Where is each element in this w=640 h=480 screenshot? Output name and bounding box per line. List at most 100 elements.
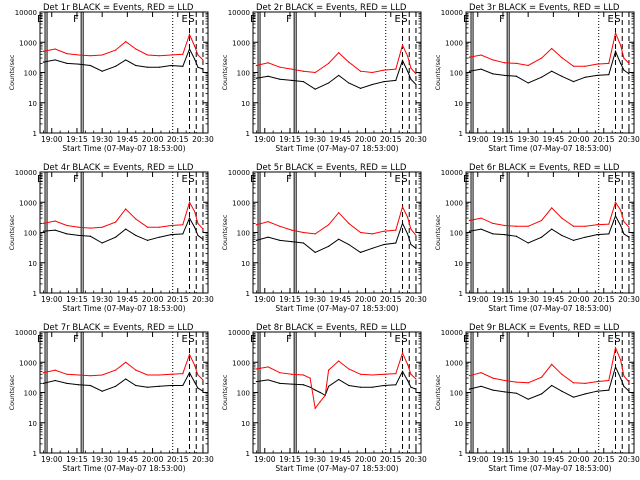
panel-det-7r: Det 7r BLACK = Events, RED = LLD 1 10 100 10…: [8, 323, 214, 473]
x-tick-label: 20:15: [380, 295, 402, 304]
data-point-lld: [255, 64, 257, 67]
data-point-events: [395, 242, 397, 244]
data-point-events: [504, 74, 506, 77]
x-tick-label: 20:30: [618, 135, 640, 144]
data-point-lld: [115, 49, 117, 51]
data-point-events: [572, 239, 575, 241]
data-point-events: [619, 62, 622, 64]
marker-label: F: [499, 14, 505, 25]
data-point-lld: [359, 231, 362, 234]
data-point-lld: [54, 369, 56, 371]
x-axis-label: Start Time (07-May-07 18:53:00): [275, 144, 398, 153]
x-tick-label: 19:00: [467, 455, 489, 464]
x-tick-label: 19:45: [543, 295, 565, 304]
data-point-events: [202, 238, 204, 240]
marker-label: S: [188, 14, 194, 25]
data-point-events: [551, 70, 553, 72]
x-tick-label: 20:15: [167, 295, 189, 304]
marker-label: F: [286, 174, 292, 185]
data-point-lld: [395, 68, 397, 70]
data-point-lld: [623, 375, 625, 377]
data-point-events: [54, 379, 56, 382]
series-line-lld: [43, 201, 204, 230]
x-tick-label: 19:00: [41, 455, 63, 464]
data-point-events: [561, 75, 563, 77]
data-point-events: [146, 66, 149, 68]
data-point-lld: [89, 375, 91, 377]
y-axis-label: Counts/sec: [434, 374, 442, 410]
data-point-events: [492, 389, 494, 391]
marker-label: E: [250, 334, 256, 345]
data-point-events: [371, 247, 373, 249]
y-tick-label: 10: [28, 420, 37, 428]
x-tick-label: 19:45: [117, 455, 139, 464]
x-tick-label: 19:30: [91, 135, 113, 144]
x-tick-label: 19:00: [467, 295, 489, 304]
data-point-events: [319, 391, 321, 394]
data-point-lld: [146, 226, 149, 228]
data-point-events: [527, 398, 529, 400]
data-point-events: [619, 377, 622, 379]
data-point-events: [267, 379, 269, 381]
x-axis-label: Start Time (07-May-07 18:53:00): [62, 464, 185, 473]
data-point-lld: [279, 372, 281, 374]
series-line-lld: [43, 353, 204, 381]
data-point-events: [415, 83, 417, 86]
marker-label: F: [286, 334, 292, 345]
panel-det-8r: Det 8r BLACK = Events, RED = LLD 1 10 100 10…: [221, 323, 427, 473]
data-point-lld: [614, 347, 617, 349]
y-tick-label: 1000: [232, 199, 250, 207]
data-point-lld: [504, 62, 506, 64]
data-point-lld: [115, 369, 117, 371]
y-axis-label: Counts/sec: [434, 54, 442, 90]
x-tick-label: 19:30: [91, 455, 113, 464]
data-point-lld: [267, 220, 269, 223]
data-point-events: [504, 391, 506, 393]
data-point-events: [66, 233, 68, 235]
data-point-events: [255, 380, 257, 383]
data-point-lld: [561, 373, 563, 375]
data-point-events: [584, 76, 586, 78]
data-point-lld: [66, 53, 68, 55]
data-point-events: [267, 75, 269, 77]
data-point-lld: [101, 374, 103, 376]
data-point-lld: [619, 359, 622, 361]
data-point-lld: [395, 373, 397, 375]
data-point-events: [328, 82, 330, 84]
data-point-events: [338, 238, 340, 240]
data-point-events: [125, 378, 127, 380]
data-point-events: [314, 251, 316, 253]
data-point-lld: [584, 225, 586, 227]
data-point-events: [54, 229, 56, 231]
data-point-events: [395, 79, 397, 81]
data-point-lld: [125, 208, 127, 210]
data-point-lld: [383, 230, 385, 232]
data-point-lld: [348, 368, 350, 370]
marker-label: E: [463, 334, 469, 345]
data-point-lld: [255, 368, 257, 370]
x-tick-label: 19:15: [66, 135, 88, 144]
data-point-lld: [146, 374, 149, 376]
panel-title: Det 9r BLACK = Events, RED = LLD: [469, 323, 620, 333]
data-point-lld: [608, 62, 610, 64]
y-tick-label: 10: [454, 420, 463, 428]
data-point-lld: [401, 44, 404, 46]
data-point-lld: [623, 220, 625, 223]
data-point-events: [541, 76, 543, 78]
data-point-lld: [504, 379, 506, 382]
data-point-lld: [42, 222, 44, 224]
y-axis-label: Counts/sec: [221, 374, 229, 410]
data-point-lld: [328, 224, 330, 226]
x-tick-label: 20:00: [568, 455, 590, 464]
marker-label: E: [608, 174, 614, 185]
data-point-lld: [619, 209, 622, 211]
x-tick-label: 20:30: [405, 295, 427, 304]
data-point-events: [66, 62, 68, 64]
panel-det-6r: Det 6r BLACK = Events, RED = LLD 1 10 100 10…: [434, 163, 640, 313]
x-tick-label: 19:30: [517, 455, 539, 464]
data-point-events: [504, 234, 506, 236]
data-point-events: [415, 247, 417, 249]
x-tick-label: 20:30: [192, 135, 214, 144]
marker-label: E: [182, 334, 188, 345]
data-point-lld: [302, 231, 304, 234]
